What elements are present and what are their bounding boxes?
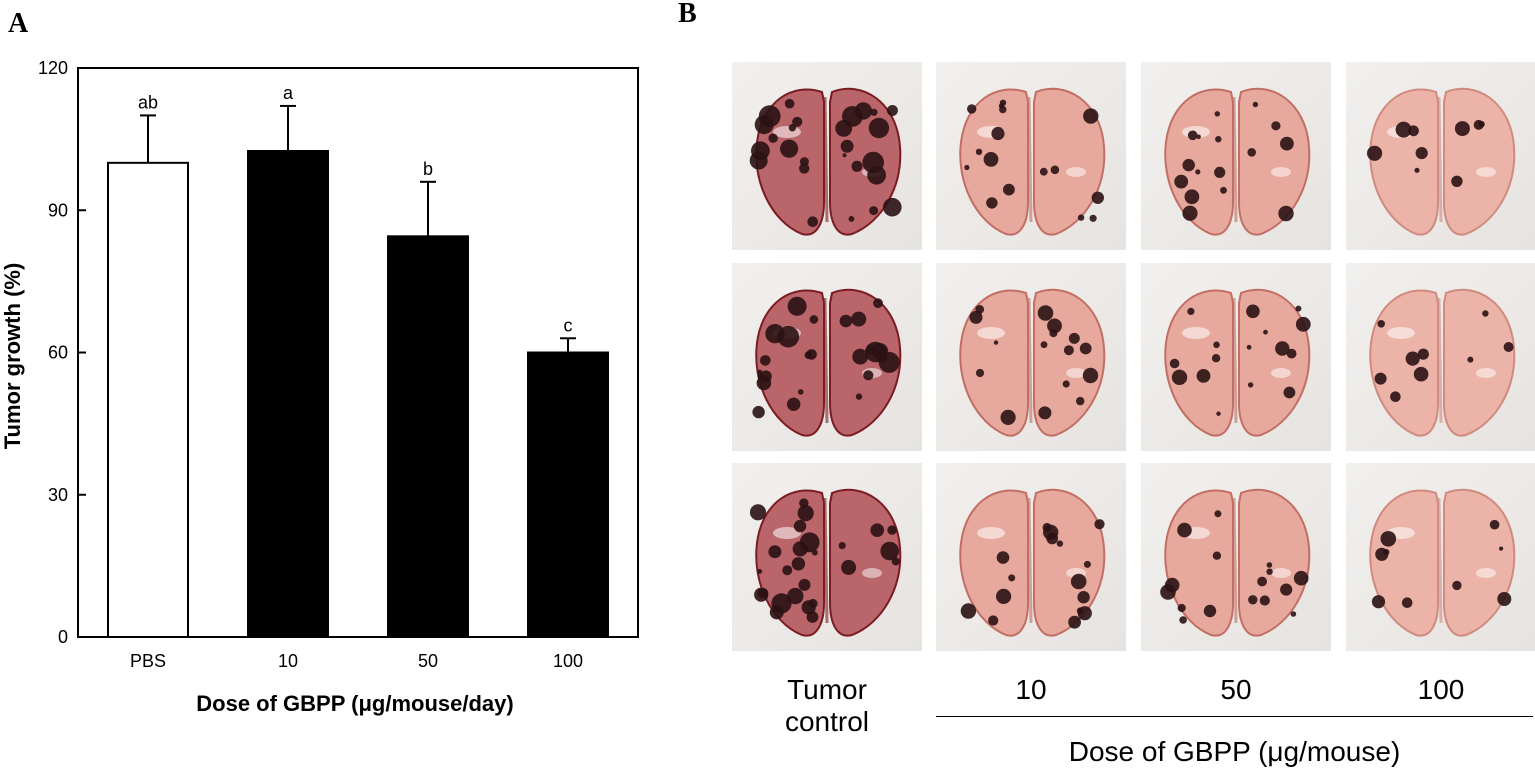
lung-photo: [936, 62, 1126, 250]
lung-photo: [1346, 463, 1535, 651]
lung-photo: [1141, 62, 1331, 250]
y-tick-label: 60: [48, 343, 68, 363]
y-tick-label: 30: [48, 485, 68, 505]
significance-label: c: [564, 315, 573, 335]
dose-group-label: Dose of GBPP (μg/mouse): [1068, 736, 1401, 767]
dose-group-line: [936, 716, 1533, 717]
x-tick-label: 10: [278, 651, 298, 671]
x-tick-label: 100: [553, 651, 583, 671]
lung-photo: [936, 263, 1126, 451]
photo-column-label: 100: [1346, 674, 1535, 706]
lung-photo: [936, 463, 1126, 651]
significance-label: a: [283, 83, 294, 103]
panel-a-letter: A: [8, 8, 29, 39]
photo-column-label-line2: control: [784, 706, 870, 737]
lung-photo: [732, 263, 922, 451]
photo-column-label: Tumor control: [732, 674, 922, 738]
x-axis-label: Dose of GBPP (μg/mouse/day): [196, 691, 513, 716]
lung-photo: [1346, 263, 1535, 451]
x-tick-label: 50: [418, 651, 438, 671]
bar-50: [387, 235, 469, 638]
panel-b-letter: B: [678, 0, 697, 29]
lung-photo: [1141, 263, 1331, 451]
photo-column-label-line1: 10: [1015, 674, 1047, 705]
bar-10: [247, 149, 329, 639]
y-tick-label: 90: [48, 200, 68, 220]
photo-column-label-line1: 100: [1417, 674, 1465, 705]
x-tick-label: PBS: [130, 651, 166, 671]
y-tick-label: 120: [38, 58, 68, 78]
photo-column-label: 50: [1141, 674, 1331, 706]
bar-PBS: [107, 161, 189, 638]
significance-label: ab: [138, 92, 158, 112]
y-axis-label: Tumor growth (%): [0, 263, 25, 450]
lung-photo: [1141, 463, 1331, 651]
lung-photo: [732, 62, 922, 250]
photo-column-label: 10: [936, 674, 1126, 706]
significance-label: b: [423, 159, 433, 179]
lung-photo: [1346, 62, 1535, 250]
photo-column-label-line1: Tumor: [787, 674, 867, 705]
lung-photo: [732, 463, 922, 651]
bar-100: [527, 351, 609, 638]
photo-column-label-line1: 50: [1220, 674, 1252, 705]
y-tick-label: 0: [58, 627, 68, 647]
